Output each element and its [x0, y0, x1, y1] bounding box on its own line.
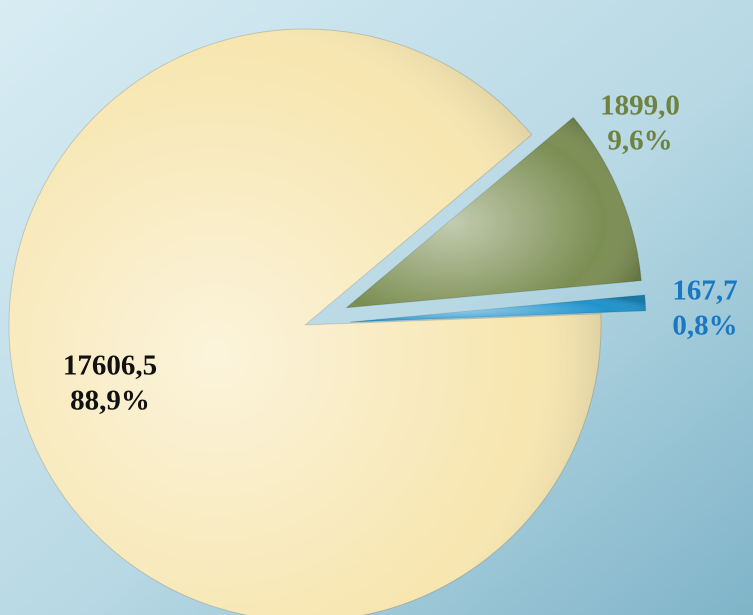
pie: [8, 28, 647, 615]
slice-shade: [349, 294, 646, 323]
value-label: 1899,0: [600, 90, 680, 122]
value-label: 167,7: [672, 275, 737, 307]
slice-shade: [9, 29, 601, 615]
slice-shade: [346, 117, 642, 308]
labels: 17606,588,9% 1899,09,6% 167,70,8%: [63, 90, 738, 417]
percent-label: 9,6%: [607, 125, 672, 157]
percent-label: 88,9%: [70, 385, 150, 417]
value-label: 17606,5: [63, 350, 157, 382]
percent-label: 0,8%: [672, 310, 737, 342]
